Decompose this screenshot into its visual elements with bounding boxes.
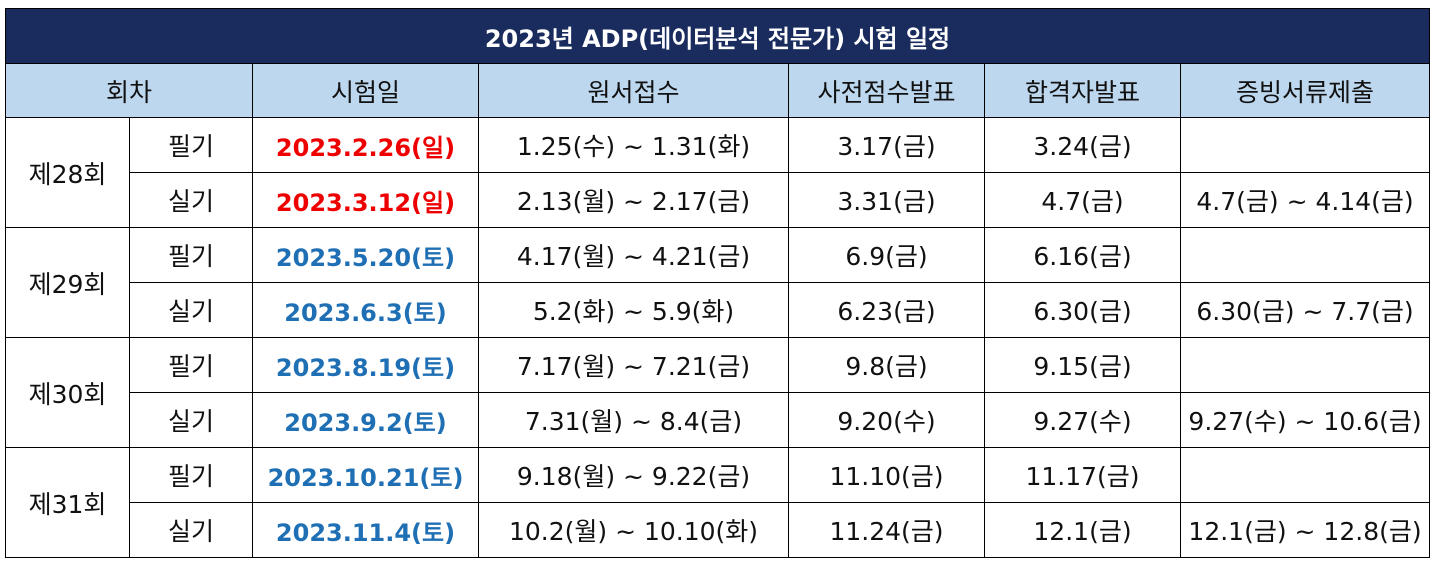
exam-kind: 필기 [129,337,253,393]
table-row: 제29회 필기 2023.5.20(토) 4.17(월) ~ 4.21(금) 6… [5,227,1431,338]
header-round: 회차 [5,63,253,118]
table-row: 제30회 필기 2023.8.19(토) 7.17(월) ~ 7.21(금) 9… [5,337,1431,448]
exam-kind: 실기 [129,172,253,228]
exam-kind: 필기 [129,117,253,173]
pass-result-date: 3.24(금) [984,117,1181,173]
header-application: 원서접수 [478,63,789,118]
header-documents: 증빙서류제출 [1179,63,1431,118]
application-period: 4.17(월) ~ 4.21(금) [478,227,789,283]
pre-result-date: 11.24(금) [788,502,985,558]
exam-date: 2023.5.20(토) [252,227,479,283]
documents-period [1179,337,1431,393]
pass-result-date: 11.17(금) [984,447,1181,503]
table-row: 실기 2023.11.4(토) 10.2(월) ~ 10.10(화) 11.24… [6,502,1431,558]
exam-date: 2023.8.19(토) [252,337,479,393]
round-label: 제29회 [5,227,130,338]
pre-result-date: 6.9(금) [788,227,985,283]
documents-period: 6.30(금) ~ 7.7(금) [1179,282,1431,338]
exam-kind: 필기 [129,447,253,503]
pass-result-date: 6.16(금) [984,227,1181,283]
exam-date: 2023.11.4(토) [252,502,479,558]
pre-result-date: 6.23(금) [788,282,985,338]
table-row: 제31회 필기 2023.10.21(토) 9.18(월) ~ 9.22(금) … [5,447,1431,558]
pass-result-date: 9.15(금) [984,337,1181,393]
table-row: 실기 2023.3.12(일) 2.13(월) ~ 2.17(금) 3.31(금… [6,172,1431,228]
pass-result-date: 9.27(수) [984,392,1181,448]
application-period: 10.2(월) ~ 10.10(화) [478,502,789,558]
exam-date: 2023.10.21(토) [252,447,479,503]
pre-result-date: 9.8(금) [788,337,985,393]
table-row: 실기 2023.6.3(토) 5.2(화) ~ 5.9(화) 6.23(금) 6… [6,282,1431,338]
pre-result-date: 3.17(금) [788,117,985,173]
documents-period: 4.7(금) ~ 4.14(금) [1179,172,1431,228]
pre-result-date: 11.10(금) [788,447,985,503]
header-pass-result: 합격자발표 [984,63,1181,118]
table-row: 실기 2023.9.2(토) 7.31(월) ~ 8.4(금) 9.20(수) … [6,392,1431,448]
application-period: 1.25(수) ~ 1.31(화) [478,117,789,173]
exam-kind: 실기 [129,502,253,558]
exam-date: 2023.6.3(토) [252,282,479,338]
exam-date: 2023.3.12(일) [252,172,479,228]
table-title: 2023년 ADP(데이터분석 전문가) 시험 일정 [4,8,1431,64]
exam-schedule-table: 2023년 ADP(데이터분석 전문가) 시험 일정 회차 시험일 원서접수 사… [4,8,1431,558]
table-row: 제28회 필기 2023.2.26(일) 1.25(수) ~ 1.31(화) 3… [5,117,1431,228]
pass-result-date: 6.30(금) [984,282,1181,338]
exam-date: 2023.2.26(일) [252,117,479,173]
exam-kind: 필기 [129,227,253,283]
exam-date: 2023.9.2(토) [252,392,479,448]
documents-period [1179,447,1431,503]
documents-period [1179,117,1431,173]
exam-kind: 실기 [129,392,253,448]
pre-result-date: 3.31(금) [788,172,985,228]
documents-period [1179,227,1431,283]
header-exam-date: 시험일 [252,63,479,118]
documents-period: 12.1(금) ~ 12.8(금) [1179,502,1431,558]
application-period: 2.13(월) ~ 2.17(금) [478,172,789,228]
round-label: 제30회 [5,337,130,448]
documents-period: 9.27(수) ~ 10.6(금) [1179,392,1431,448]
pass-result-date: 12.1(금) [984,502,1181,558]
application-period: 7.17(월) ~ 7.21(금) [478,337,789,393]
pre-result-date: 9.20(수) [788,392,985,448]
application-period: 7.31(월) ~ 8.4(금) [478,392,789,448]
application-period: 5.2(화) ~ 5.9(화) [478,282,789,338]
round-label: 제28회 [5,117,130,228]
round-label: 제31회 [5,447,130,558]
pass-result-date: 4.7(금) [984,172,1181,228]
exam-kind: 실기 [129,282,253,338]
header-pre-result: 사전점수발표 [788,63,985,118]
application-period: 9.18(월) ~ 9.22(금) [478,447,789,503]
